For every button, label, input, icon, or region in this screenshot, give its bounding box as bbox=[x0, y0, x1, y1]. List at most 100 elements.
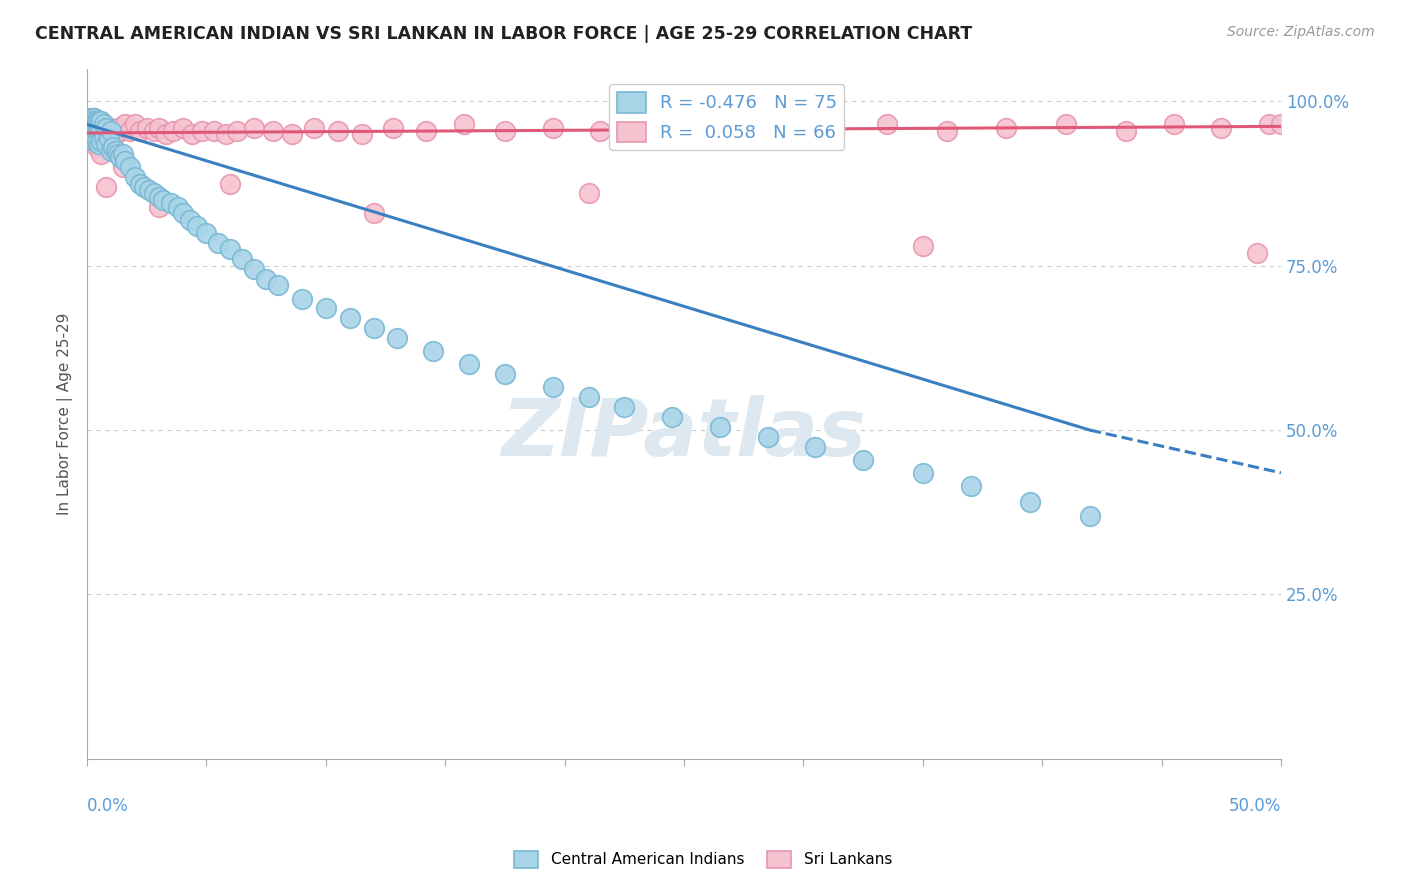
Point bbox=[96, 124, 118, 138]
Point bbox=[107, 147, 129, 161]
Point bbox=[339, 311, 361, 326]
Point bbox=[1054, 117, 1077, 131]
Point bbox=[114, 117, 136, 131]
Point bbox=[589, 124, 612, 138]
Point bbox=[267, 278, 290, 293]
Point bbox=[1246, 245, 1268, 260]
Point bbox=[90, 147, 112, 161]
Point bbox=[135, 120, 157, 135]
Point bbox=[83, 114, 105, 128]
Point bbox=[107, 120, 129, 135]
Point bbox=[756, 430, 779, 444]
Point bbox=[214, 128, 236, 142]
Point bbox=[453, 117, 475, 131]
Point bbox=[86, 134, 108, 148]
Point bbox=[541, 380, 564, 394]
Point bbox=[86, 124, 108, 138]
Point bbox=[79, 111, 101, 125]
Legend: R = -0.476   N = 75, R =  0.058   N = 66: R = -0.476 N = 75, R = 0.058 N = 66 bbox=[609, 85, 845, 150]
Point bbox=[326, 124, 349, 138]
Point bbox=[124, 117, 146, 131]
Point bbox=[87, 120, 110, 135]
Point bbox=[195, 226, 218, 240]
Point bbox=[86, 117, 108, 131]
Point bbox=[661, 409, 683, 424]
Point bbox=[281, 128, 304, 142]
Point bbox=[142, 124, 165, 138]
Point bbox=[83, 124, 105, 138]
Point bbox=[1078, 508, 1101, 523]
Point bbox=[86, 117, 108, 131]
Point bbox=[876, 117, 898, 131]
Point bbox=[83, 111, 105, 125]
Point bbox=[111, 147, 134, 161]
Point bbox=[152, 193, 174, 207]
Point bbox=[96, 120, 118, 135]
Point bbox=[226, 124, 249, 138]
Point bbox=[254, 272, 277, 286]
Point bbox=[458, 357, 481, 371]
Point bbox=[415, 124, 437, 138]
Point bbox=[179, 212, 201, 227]
Point bbox=[128, 177, 150, 191]
Point bbox=[159, 196, 181, 211]
Text: Source: ZipAtlas.com: Source: ZipAtlas.com bbox=[1227, 25, 1375, 39]
Point bbox=[80, 130, 103, 145]
Point bbox=[363, 206, 385, 220]
Point bbox=[103, 140, 125, 154]
Point bbox=[114, 153, 136, 168]
Point bbox=[79, 114, 101, 128]
Point bbox=[87, 124, 110, 138]
Point bbox=[541, 120, 564, 135]
Point bbox=[911, 466, 934, 480]
Point bbox=[243, 262, 266, 277]
Point bbox=[995, 120, 1018, 135]
Point bbox=[578, 390, 600, 404]
Point bbox=[422, 344, 444, 359]
Point bbox=[494, 368, 516, 382]
Point bbox=[181, 128, 204, 142]
Point bbox=[172, 120, 194, 135]
Point bbox=[1019, 495, 1042, 509]
Point bbox=[87, 114, 110, 128]
Text: 50.0%: 50.0% bbox=[1229, 797, 1281, 814]
Point bbox=[134, 179, 156, 194]
Point bbox=[111, 160, 134, 174]
Point bbox=[219, 177, 242, 191]
Point bbox=[852, 452, 875, 467]
Text: CENTRAL AMERICAN INDIAN VS SRI LANKAN IN LABOR FORCE | AGE 25-29 CORRELATION CHA: CENTRAL AMERICAN INDIAN VS SRI LANKAN IN… bbox=[35, 25, 973, 43]
Point bbox=[637, 117, 659, 131]
Point bbox=[494, 124, 516, 138]
Point bbox=[79, 117, 101, 131]
Point bbox=[83, 134, 105, 148]
Point bbox=[96, 137, 118, 152]
Point bbox=[350, 128, 373, 142]
Point bbox=[613, 400, 636, 414]
Point bbox=[262, 124, 284, 138]
Point bbox=[93, 117, 115, 131]
Point bbox=[138, 183, 160, 197]
Point bbox=[219, 242, 242, 256]
Point bbox=[381, 120, 404, 135]
Point bbox=[578, 186, 600, 201]
Point bbox=[315, 301, 337, 316]
Point bbox=[804, 440, 827, 454]
Point bbox=[100, 124, 122, 138]
Point bbox=[302, 120, 325, 135]
Point bbox=[90, 117, 112, 131]
Point bbox=[80, 124, 103, 138]
Point bbox=[148, 190, 170, 204]
Point bbox=[80, 120, 103, 135]
Point bbox=[696, 124, 718, 138]
Point bbox=[1115, 124, 1137, 138]
Point bbox=[93, 120, 115, 135]
Point bbox=[90, 134, 112, 148]
Point bbox=[186, 219, 208, 234]
Point bbox=[243, 120, 266, 135]
Point bbox=[166, 200, 188, 214]
Point bbox=[110, 150, 132, 164]
Point bbox=[90, 114, 112, 128]
Point bbox=[90, 124, 112, 138]
Point bbox=[100, 144, 122, 158]
Text: 0.0%: 0.0% bbox=[87, 797, 129, 814]
